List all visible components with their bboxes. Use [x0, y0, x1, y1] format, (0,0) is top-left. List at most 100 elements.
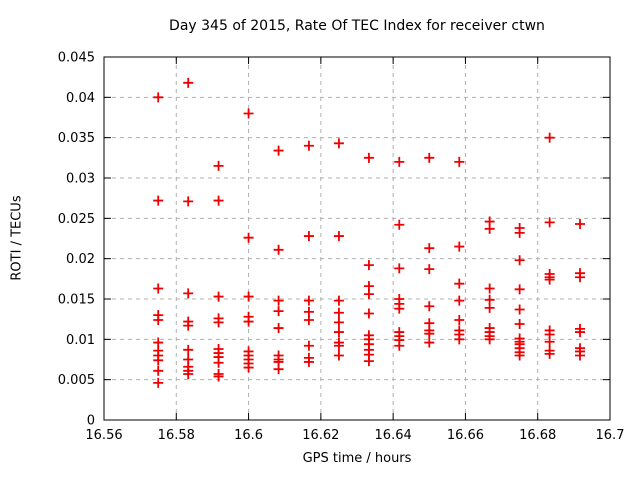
data-point-marker: [183, 288, 194, 299]
x-tick-label: 16.66: [447, 428, 484, 443]
data-point-marker: [333, 307, 344, 318]
data-point-marker: [544, 348, 555, 359]
x-tick-label: 16.7: [596, 428, 625, 443]
data-point-marker: [575, 350, 586, 361]
data-point-marker: [333, 327, 344, 338]
x-tick-label: 16.56: [85, 428, 122, 443]
data-point-marker: [153, 283, 164, 294]
data-point-marker: [454, 241, 465, 252]
data-point-marker: [484, 334, 495, 345]
data-point-marker: [183, 344, 194, 355]
y-tick-label: 0.01: [66, 333, 95, 348]
y-tick-label: 0.045: [58, 51, 95, 66]
data-point-marker: [213, 317, 224, 328]
data-point-marker: [153, 365, 164, 376]
data-point-marker: [514, 350, 525, 361]
data-point-marker: [303, 356, 314, 367]
data-point-marker: [213, 371, 224, 382]
data-point-marker: [514, 304, 525, 315]
data-point-marker: [424, 301, 435, 312]
data-point-marker: [303, 340, 314, 351]
data-point-marker: [424, 243, 435, 254]
data-point-marker: [484, 223, 495, 234]
y-tick-label: 0.005: [58, 373, 95, 388]
data-point-marker: [213, 357, 224, 368]
x-tick-label: 16.6: [234, 428, 263, 443]
x-tick-label: 16.68: [519, 428, 556, 443]
data-point-marker: [363, 260, 374, 271]
data-point-marker: [213, 160, 224, 171]
data-point-marker: [153, 92, 164, 103]
data-point-marker: [273, 295, 284, 306]
data-point-marker: [243, 232, 254, 243]
data-point-marker: [394, 219, 405, 230]
data-point-marker: [303, 140, 314, 151]
data-point-marker: [273, 145, 284, 156]
data-point-marker: [394, 303, 405, 314]
data-point-marker: [454, 278, 465, 289]
data-point-marker: [544, 274, 555, 285]
data-point-marker: [544, 217, 555, 228]
data-point-marker: [153, 355, 164, 366]
y-tick-label: 0.04: [66, 91, 95, 106]
chart-title: Day 345 of 2015, Rate Of TEC Index for r…: [169, 18, 545, 34]
data-point-marker: [394, 263, 405, 274]
data-point-marker: [363, 152, 374, 163]
data-point-marker: [514, 255, 525, 266]
data-point-marker: [394, 340, 405, 351]
y-tick-label: 0.025: [58, 212, 95, 227]
x-tick-label: 16.58: [158, 428, 195, 443]
data-point-marker: [575, 272, 586, 283]
data-point-marker: [183, 369, 194, 380]
data-point-marker: [183, 77, 194, 88]
data-point-marker: [333, 340, 344, 351]
data-point-marker: [484, 302, 495, 313]
data-point-marker: [424, 152, 435, 163]
data-point-marker: [243, 362, 254, 373]
data-point-marker: [575, 218, 586, 229]
data-point-marker: [333, 138, 344, 149]
data-point-marker: [484, 283, 495, 294]
data-point-marker: [213, 291, 224, 302]
data-point-marker: [213, 195, 224, 206]
data-point-marker: [243, 316, 254, 327]
data-point-marker: [544, 132, 555, 143]
data-point-marker: [424, 337, 435, 348]
y-tick-label: 0.015: [58, 293, 95, 308]
data-point-marker: [454, 156, 465, 167]
data-point-marker: [183, 320, 194, 331]
data-point-marker: [363, 356, 374, 367]
data-point-marker: [454, 314, 465, 325]
x-tick-label: 16.64: [375, 428, 412, 443]
data-point-marker: [303, 231, 314, 242]
data-point-marker: [333, 350, 344, 361]
y-tick-label: 0.035: [58, 131, 95, 146]
data-point-marker: [183, 196, 194, 207]
data-point-marker: [273, 323, 284, 334]
data-point-marker: [394, 156, 405, 167]
data-point-marker: [243, 291, 254, 302]
data-point-marker: [273, 244, 284, 255]
data-point-marker: [363, 308, 374, 319]
data-point-marker: [153, 195, 164, 206]
data-point-marker: [273, 306, 284, 317]
data-point-marker: [153, 377, 164, 388]
y-tick-label: 0.03: [66, 172, 95, 187]
data-point-marker: [424, 328, 435, 339]
data-point-marker: [333, 295, 344, 306]
plot-border: [103, 56, 611, 421]
x-axis-title: GPS time / hours: [302, 451, 412, 466]
data-point-marker: [333, 231, 344, 242]
x-tick-label: 16.62: [302, 428, 339, 443]
data-point-marker: [303, 295, 314, 306]
data-point-marker: [363, 289, 374, 300]
data-point-marker: [303, 314, 314, 325]
data-point-marker: [243, 108, 254, 119]
y-tick-label: 0: [87, 414, 95, 429]
data-point-marker: [424, 264, 435, 275]
data-point-marker: [454, 334, 465, 345]
data-point-marker: [575, 327, 586, 338]
data-point-marker: [544, 336, 555, 347]
data-point-marker: [153, 314, 164, 325]
